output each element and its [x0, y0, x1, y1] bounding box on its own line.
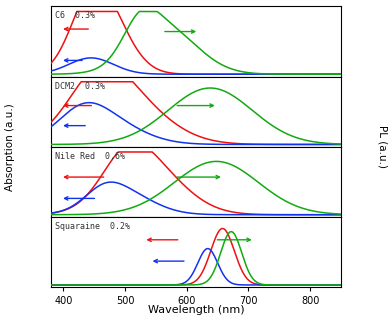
Text: Absorption (a.u.): Absorption (a.u.) [5, 103, 15, 191]
Text: C6  0.3%: C6 0.3% [55, 11, 95, 20]
Text: Wavelength (nm): Wavelength (nm) [148, 305, 244, 315]
Text: Nile Red  0.6%: Nile Red 0.6% [55, 152, 125, 161]
Text: DCM2  0.3%: DCM2 0.3% [55, 82, 105, 91]
Text: Squaraine  0.2%: Squaraine 0.2% [55, 222, 130, 231]
Text: PL (a.u.): PL (a.u.) [377, 125, 387, 169]
